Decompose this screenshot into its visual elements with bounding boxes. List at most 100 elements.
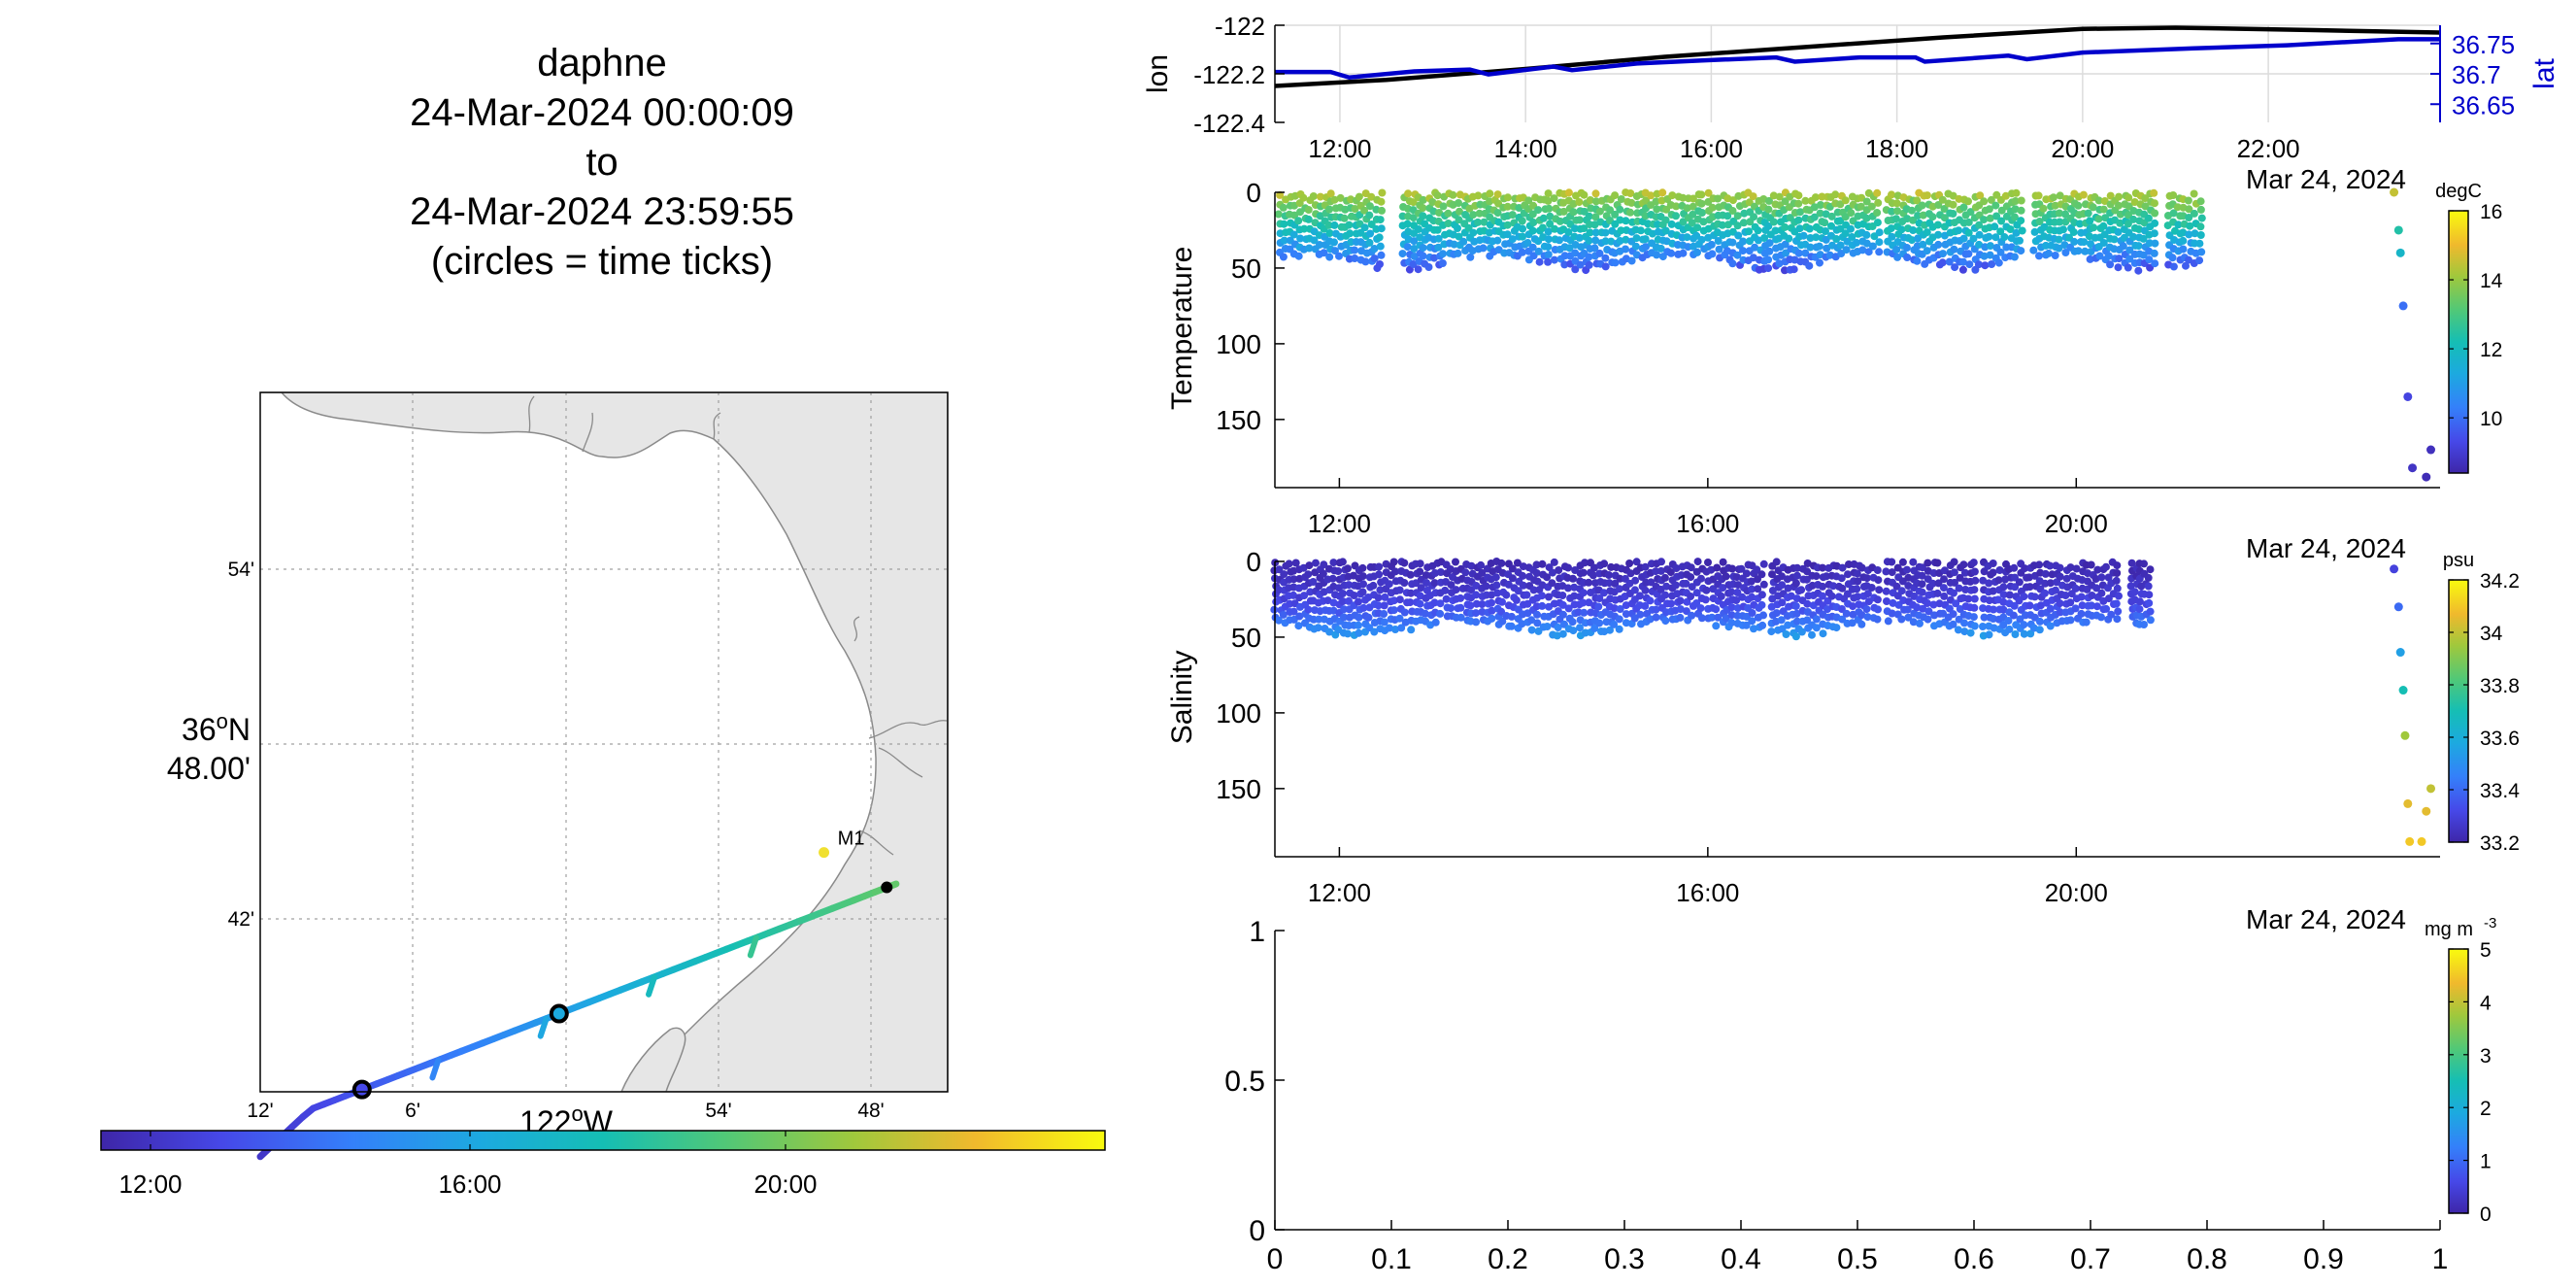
profile-point (1772, 609, 1781, 618)
profile-point (1455, 207, 1463, 216)
profile-point (1802, 575, 1811, 584)
profile-point (1765, 196, 1773, 205)
lonlat-x-tick-label: 18:00 (1865, 134, 1928, 163)
profile-point (1581, 559, 1589, 567)
deep-profile-point (2393, 602, 2403, 612)
profile-point (1406, 570, 1415, 579)
profile-point (1757, 570, 1766, 579)
colorbar-unit-label: degC (2435, 181, 2482, 202)
profile-point (2011, 583, 2020, 592)
profile-point (1923, 599, 1931, 607)
profile-point (1988, 260, 1996, 268)
profile-point (2021, 564, 2029, 573)
profile-point (1748, 617, 1756, 626)
profile-point (1827, 592, 1836, 600)
profile-point (1452, 586, 1460, 594)
profile-point (1626, 208, 1634, 217)
profile-point (1351, 246, 1358, 254)
profile-point (2018, 226, 2026, 235)
profile-point (1929, 600, 1938, 609)
profile-point (1310, 236, 1319, 245)
profile-point (1933, 589, 1942, 597)
profile-point (1841, 213, 1850, 221)
profile-point (1980, 197, 1989, 206)
profile-point (1903, 605, 1912, 614)
map-lat-labels: 54' 42' (228, 559, 254, 931)
profile-point (1818, 592, 1826, 600)
profile-point (1909, 618, 1918, 627)
profile-point (1966, 628, 1975, 637)
profile-point (1692, 589, 1701, 597)
profile-point (1535, 257, 1544, 266)
profile-point (2182, 261, 2190, 270)
y-tick-label: 150 (1216, 405, 1261, 435)
profile-point (1656, 244, 1665, 253)
profile-point (2107, 610, 2116, 619)
profile-point (1975, 240, 1984, 249)
profile-point (1836, 224, 1845, 233)
profile-point (1374, 593, 1383, 602)
profile-point (1667, 249, 1676, 257)
profile-point (1641, 562, 1650, 571)
profile-point (1749, 192, 1757, 201)
profile-point (1768, 570, 1776, 579)
profile-point (1478, 600, 1487, 608)
profile-point (1940, 575, 1948, 584)
profile-point (2039, 204, 2048, 213)
profile-point (1867, 584, 1876, 592)
profile-point (2020, 629, 2028, 638)
time-colorbar: 12:00 16:00 20:00 (100, 1130, 1106, 1199)
profile-point (1757, 591, 1766, 599)
profile-point (1857, 563, 1866, 572)
profile-point (1533, 610, 1541, 619)
profile-point (1565, 244, 1574, 253)
profile-point (1626, 569, 1635, 578)
profile-point (1980, 252, 1989, 260)
profile-point (2094, 196, 2103, 205)
colorbar-tick-label: 16 (2480, 201, 2502, 223)
title-line-2: 24-Mar-2024 00:00:09 (410, 91, 794, 134)
profile-point (1320, 560, 1328, 569)
profile-point (1882, 567, 1890, 576)
profile-point (1344, 564, 1352, 573)
profile-point (1493, 236, 1502, 245)
profile-point (2110, 235, 2119, 244)
profile-point (1585, 598, 1593, 607)
profile-point (1615, 615, 1623, 624)
profile-point (1708, 250, 1717, 258)
profile-point (1734, 231, 1743, 240)
profile-point (2124, 193, 2133, 202)
profile-point (1697, 235, 1706, 244)
profile-point (1431, 618, 1440, 627)
profile-point (1546, 220, 1555, 228)
profile-point (2061, 592, 2070, 599)
profile-point (1919, 563, 1926, 572)
profile-point (1472, 591, 1481, 599)
profile-point (1325, 205, 1334, 214)
profile-point (1938, 195, 1947, 204)
profile-point (2130, 198, 2139, 206)
lat-axis-label: lat (2528, 57, 2560, 88)
profile-point (1538, 223, 1547, 232)
profile-point (1395, 614, 1404, 623)
profile-point (2141, 194, 2150, 203)
profile-point (2174, 220, 2183, 229)
profile-point (1558, 600, 1567, 609)
profile-point (1326, 189, 1335, 198)
profile-point (1571, 249, 1580, 257)
profile-point (1556, 236, 1563, 245)
profile-point (1275, 616, 1283, 625)
profile-point (1837, 574, 1846, 583)
profile-point (1913, 256, 1922, 265)
profile-point (2185, 205, 2193, 214)
profile-point (1873, 566, 1882, 574)
profile-point (1697, 574, 1705, 583)
profile-point (1668, 191, 1677, 200)
profile-point (1591, 197, 1600, 206)
profile-point (1902, 244, 1911, 252)
profile-point (1916, 619, 1924, 627)
profile-point (1622, 245, 1629, 254)
profile-point (2099, 221, 2108, 230)
profile-point (1438, 259, 1447, 267)
profile-point (1497, 559, 1506, 567)
